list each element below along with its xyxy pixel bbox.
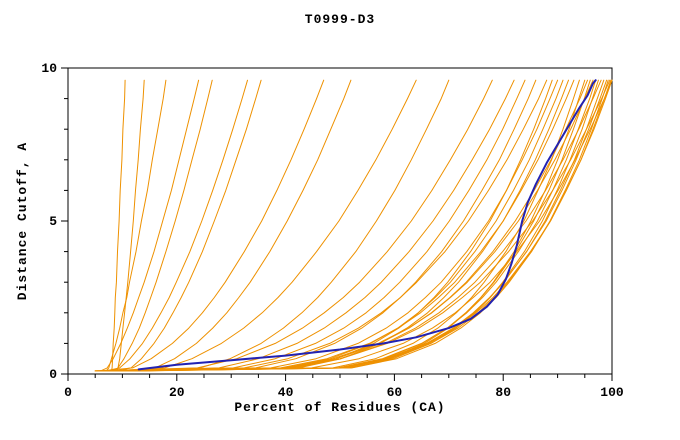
x-tick-label: 80 xyxy=(495,385,511,400)
model-05-curve xyxy=(111,79,213,372)
model-10-curve xyxy=(111,79,417,372)
model-16-curve xyxy=(105,79,548,372)
model-36-curve xyxy=(127,79,613,372)
y-tick-label: 10 xyxy=(41,61,57,76)
model-13-curve xyxy=(116,79,515,372)
model-02-curve xyxy=(116,79,145,372)
model-06-curve xyxy=(105,79,248,372)
model-14-curve xyxy=(100,79,526,372)
y-tick-label: 0 xyxy=(49,367,57,382)
y-tick-label: 5 xyxy=(49,214,57,229)
x-tick-label: 40 xyxy=(278,385,294,400)
highlight-model-curve xyxy=(137,79,597,371)
x-tick-label: 60 xyxy=(387,385,403,400)
model-03-curve xyxy=(105,79,167,372)
model-34-curve xyxy=(116,79,612,372)
model-27-curve xyxy=(116,79,597,372)
model-32-curve xyxy=(132,79,609,372)
model-23-curve xyxy=(143,79,586,372)
chart-title: T0999-D3 xyxy=(304,12,376,27)
model-19-curve xyxy=(116,79,564,372)
y-axis-label: Distance Cutoff, A xyxy=(15,141,30,301)
model-22-curve xyxy=(121,79,580,372)
x-tick-label: 20 xyxy=(169,385,185,400)
model-33-curve xyxy=(94,79,611,372)
model-21-curve xyxy=(100,79,575,372)
model-11-curve xyxy=(132,79,450,372)
model-28-curve xyxy=(138,79,599,372)
x-axis-label: Percent of Residues (CA) xyxy=(234,400,446,415)
model-09-curve xyxy=(121,79,352,372)
model-18-curve xyxy=(94,79,559,372)
model-07-curve xyxy=(116,79,262,372)
model-35-curve xyxy=(105,79,613,372)
model-04-curve xyxy=(100,79,200,372)
model-20-curve xyxy=(132,79,569,372)
model-12-curve xyxy=(94,79,493,372)
x-tick-label: 100 xyxy=(600,385,624,400)
x-tick-label: 0 xyxy=(64,385,72,400)
model-26-curve xyxy=(94,79,594,372)
model-08-curve xyxy=(100,79,325,372)
